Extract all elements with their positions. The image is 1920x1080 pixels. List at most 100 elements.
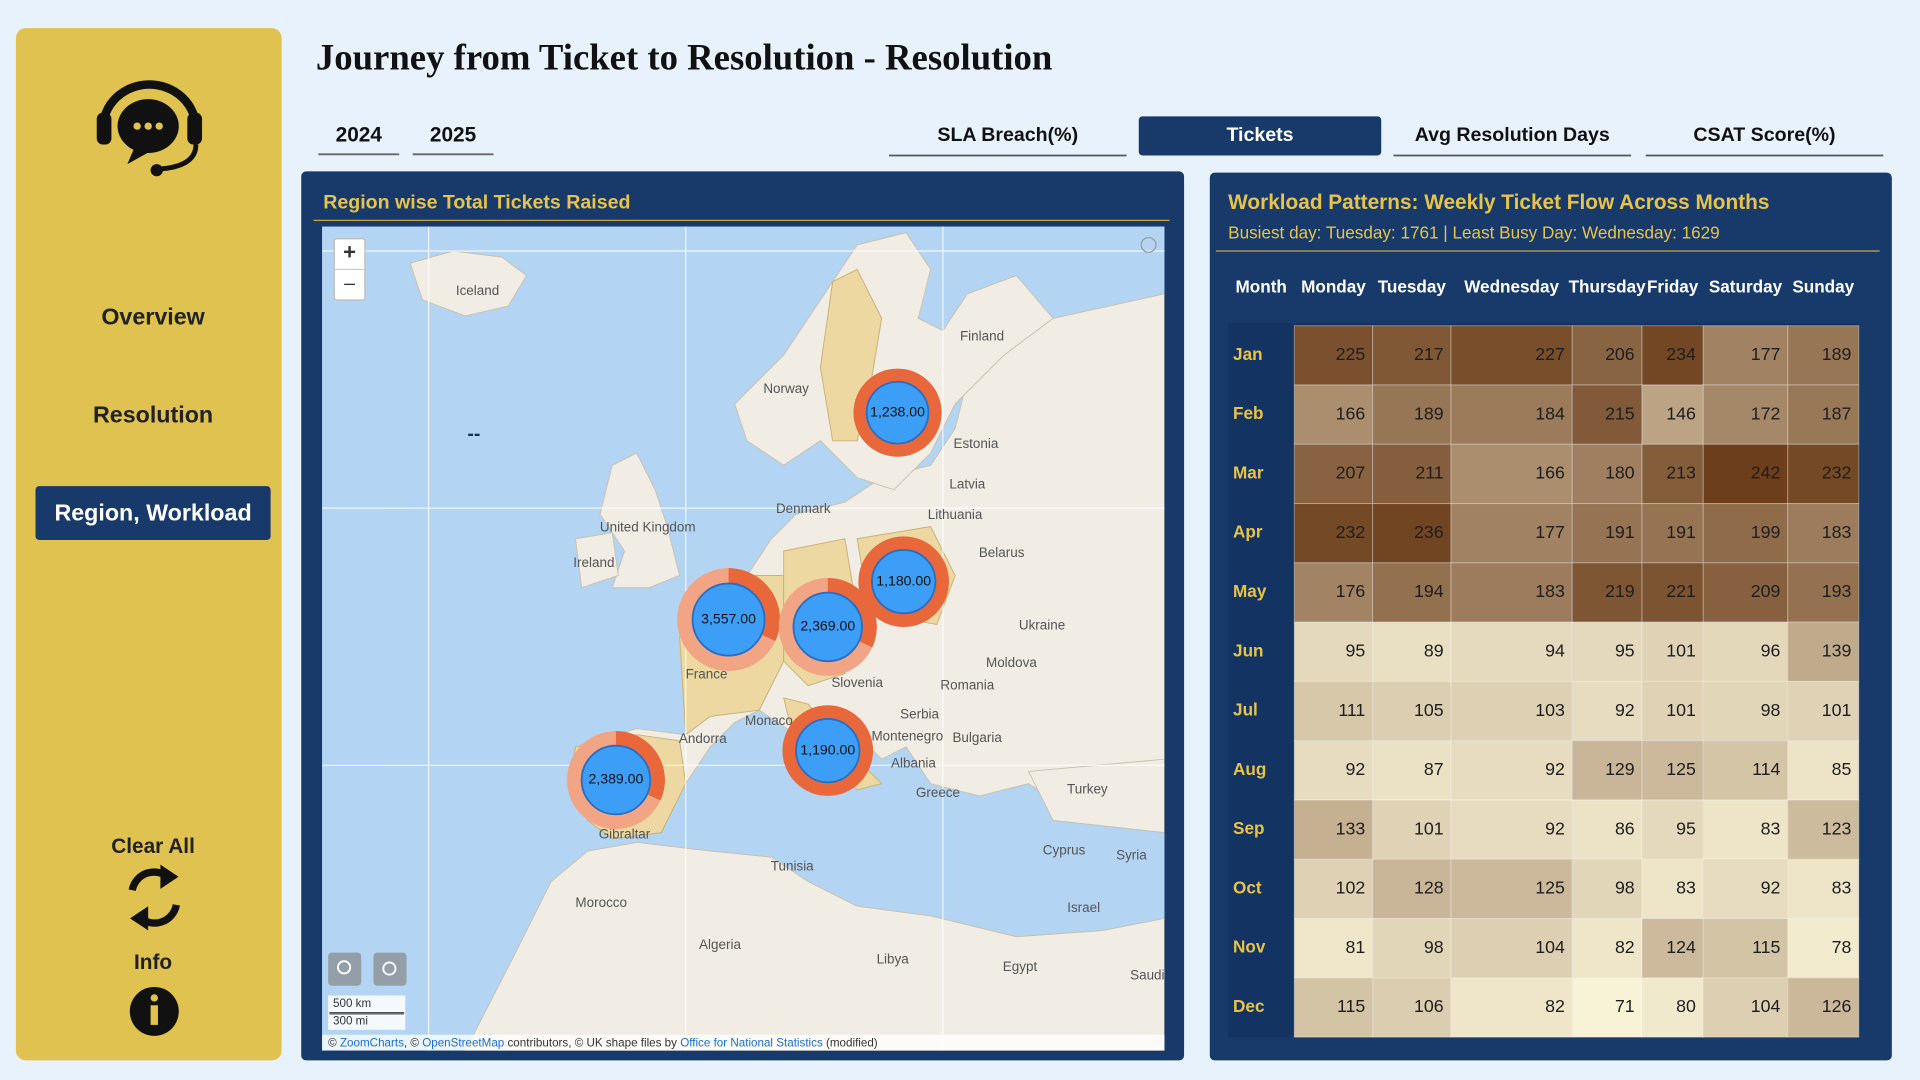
place-label: Ireland bbox=[573, 555, 614, 570]
place-label: Albania bbox=[891, 756, 936, 771]
place-label: United Kingdom bbox=[600, 519, 696, 534]
tab-button[interactable]: Avg Resolution Days bbox=[1415, 124, 1610, 146]
bubble-core[interactable] bbox=[871, 549, 937, 615]
cell-value: 95 bbox=[1346, 640, 1366, 660]
bubble-core[interactable] bbox=[792, 591, 863, 663]
month-label: May bbox=[1233, 581, 1267, 601]
heatmap-cell bbox=[1293, 384, 1374, 445]
place-label: Egypt bbox=[1003, 959, 1038, 974]
heatmap-cell bbox=[1293, 740, 1374, 801]
map[interactable]: Iceland Finland Norway Estonia Latvia Denmark… bbox=[322, 226, 1165, 1051]
place-label: Lithuania bbox=[928, 507, 983, 522]
cell-value: 213 bbox=[1666, 463, 1696, 483]
tab-button[interactable]: SLA Breach(%) bbox=[937, 124, 1078, 146]
place-label: Romania bbox=[940, 677, 994, 692]
zoom-out[interactable]: – bbox=[344, 272, 355, 294]
heatmap-cell bbox=[1702, 621, 1789, 682]
nav-item[interactable]: Resolution bbox=[93, 401, 213, 427]
heatmap-cell bbox=[1293, 325, 1374, 386]
place-label: Algeria bbox=[699, 937, 741, 952]
cell-value: 92 bbox=[1346, 759, 1366, 779]
tab-button[interactable]: CSAT Score(%) bbox=[1693, 124, 1835, 146]
place-label: Estonia bbox=[953, 436, 998, 451]
heatmap-cell bbox=[1641, 858, 1704, 920]
nav-button-active[interactable] bbox=[35, 486, 271, 540]
lasso-button[interactable] bbox=[328, 952, 362, 986]
place-label: Saudi bbox=[1130, 967, 1164, 982]
heatmap-cell bbox=[1787, 562, 1860, 623]
attribution-part[interactable]: ZoomCharts bbox=[340, 1036, 404, 1049]
column-header: Wednesday bbox=[1464, 276, 1559, 296]
heatmap-cell bbox=[1787, 918, 1860, 979]
place-label: Greece bbox=[916, 785, 960, 800]
bubble-core[interactable] bbox=[795, 717, 861, 784]
place-label: Slovenia bbox=[831, 675, 883, 690]
month-label: Jul bbox=[1233, 700, 1258, 720]
year-button[interactable]: 2024 bbox=[336, 123, 383, 146]
month-label: Oct bbox=[1233, 877, 1262, 897]
zoom-in[interactable]: + bbox=[343, 239, 356, 264]
cell-value: 177 bbox=[1535, 522, 1565, 542]
cell-value: 82 bbox=[1545, 996, 1565, 1016]
heatmap-title: Workload Patterns: Weekly Ticket Flow Ac… bbox=[1228, 191, 1769, 214]
place-label: Finland bbox=[960, 328, 1004, 343]
cell-value: 242 bbox=[1751, 463, 1781, 483]
cell-value: 133 bbox=[1336, 818, 1366, 838]
cell-value: 98 bbox=[1615, 878, 1635, 898]
heatmap-cell bbox=[1571, 384, 1643, 445]
tab-active[interactable] bbox=[1138, 116, 1382, 156]
place-label: Cyprus bbox=[1043, 843, 1086, 858]
cell-value: 225 bbox=[1336, 344, 1366, 364]
cell-value: 82 bbox=[1615, 937, 1635, 957]
column-header: Friday bbox=[1647, 276, 1699, 296]
heatmap-cell bbox=[1787, 799, 1860, 860]
bubble-core[interactable] bbox=[580, 744, 652, 816]
clear-all-label[interactable]: Clear All bbox=[111, 835, 195, 858]
info-label[interactable]: Info bbox=[134, 951, 172, 974]
bubble-core[interactable] bbox=[691, 582, 766, 657]
heatmap-cell bbox=[1293, 562, 1374, 623]
heatmap-cell bbox=[1571, 858, 1643, 920]
heatmap-cell bbox=[1641, 325, 1704, 386]
cell-value: 166 bbox=[1336, 403, 1366, 423]
help-icon[interactable] bbox=[1140, 236, 1157, 253]
attribution-part[interactable]: Office for National Statistics bbox=[680, 1036, 823, 1049]
cell-value: 183 bbox=[1535, 581, 1565, 601]
cell-value: 227 bbox=[1535, 344, 1565, 364]
bubble-label: 2,369.00 bbox=[800, 618, 855, 634]
month-label: Dec bbox=[1233, 996, 1265, 1016]
cell-value: 189 bbox=[1414, 403, 1444, 423]
attribution-part: , © bbox=[404, 1036, 422, 1049]
heatmap-cell bbox=[1372, 562, 1452, 623]
heatmap-cell bbox=[1293, 977, 1374, 1038]
cell-value: 189 bbox=[1822, 344, 1852, 364]
cell-value: 128 bbox=[1414, 878, 1444, 898]
cell-value: 95 bbox=[1676, 818, 1696, 838]
place-label: Andorra bbox=[679, 731, 727, 746]
year-button[interactable]: 2025 bbox=[430, 123, 476, 146]
cell-value: 115 bbox=[1752, 937, 1780, 957]
bubbles: 1,238.00 3,557.00 2,369.00 1,180.00 1,190.00… bbox=[566, 368, 949, 829]
heatmap-cell bbox=[1293, 680, 1374, 742]
heatmap-cell bbox=[1702, 443, 1789, 505]
cell-value: 193 bbox=[1822, 581, 1852, 601]
month-label: Feb bbox=[1233, 403, 1263, 423]
info-icon[interactable] bbox=[129, 986, 179, 1036]
refresh-icon[interactable] bbox=[128, 864, 180, 931]
heatmap-cell bbox=[1787, 977, 1860, 1038]
tab-button[interactable]: Tickets bbox=[1226, 124, 1293, 146]
attribution-part[interactable]: OpenStreetMap bbox=[422, 1036, 504, 1049]
nav-item[interactable]: Region, Workload bbox=[54, 499, 251, 525]
cell-value: 236 bbox=[1414, 522, 1444, 542]
cell-value: 104 bbox=[1535, 937, 1565, 957]
cell-value: 104 bbox=[1751, 996, 1781, 1016]
nav-item[interactable]: Overview bbox=[101, 304, 205, 330]
cell-value: 78 bbox=[1832, 937, 1852, 957]
bubble-core[interactable] bbox=[865, 380, 930, 445]
column-header: Sunday bbox=[1792, 276, 1854, 296]
heatmap-cell bbox=[1787, 680, 1860, 742]
heatmap-cell bbox=[1702, 977, 1789, 1038]
reset-button[interactable] bbox=[373, 952, 407, 986]
cell-value: 124 bbox=[1666, 937, 1696, 957]
cell-value: 101 bbox=[1822, 700, 1852, 720]
